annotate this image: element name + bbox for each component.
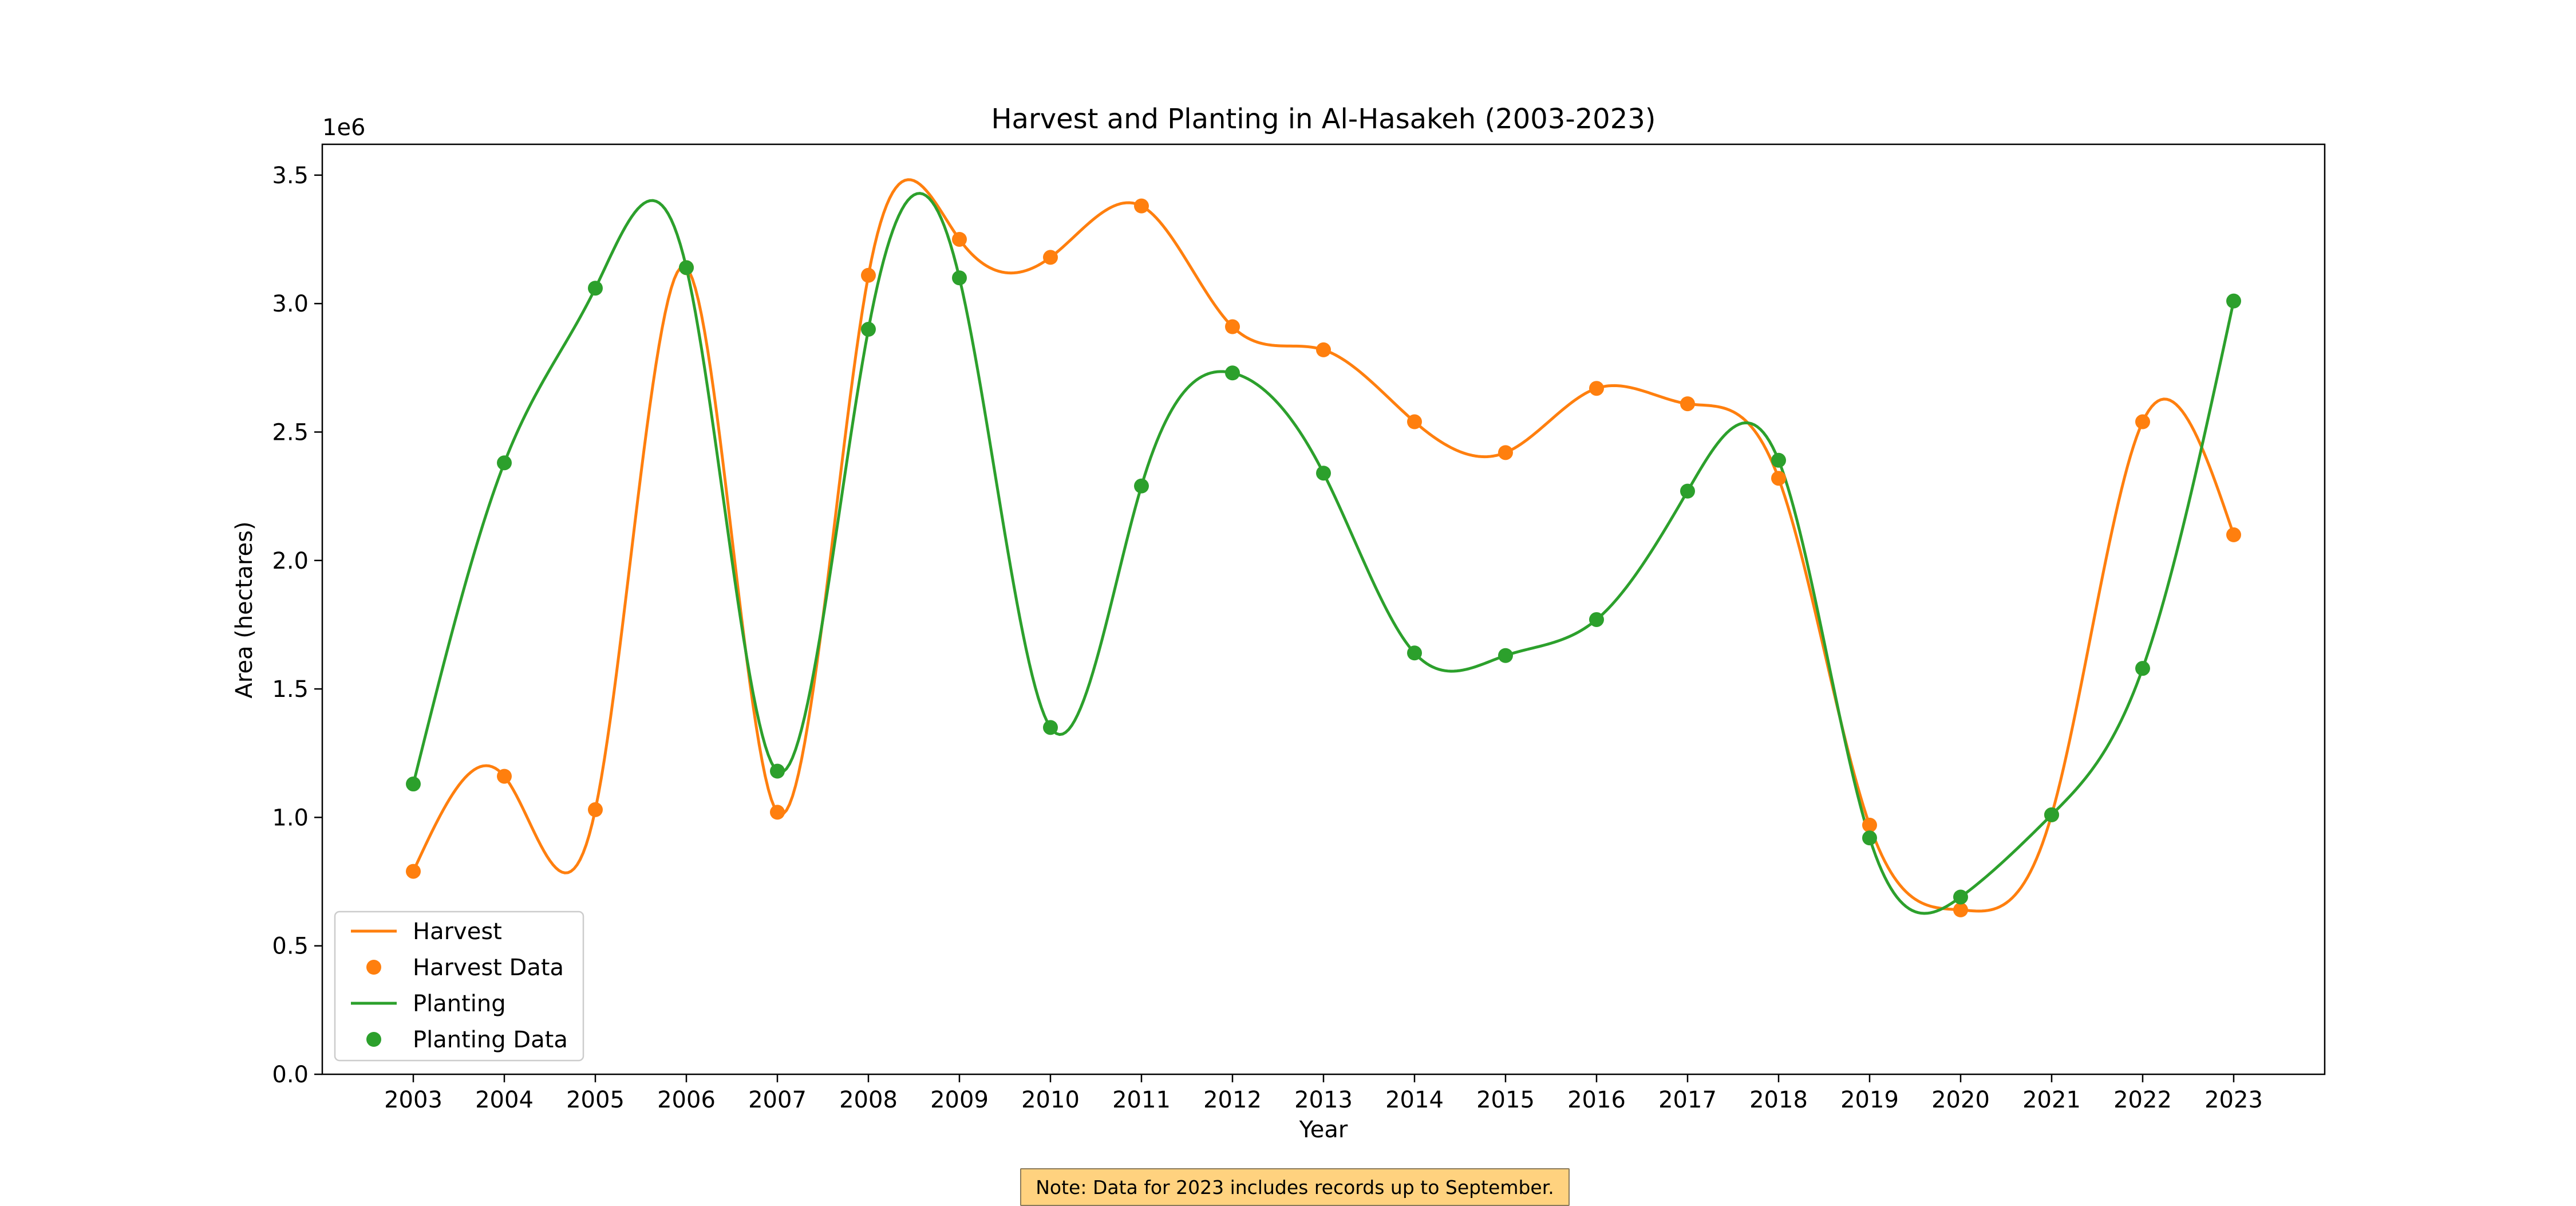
data-point-planting xyxy=(1589,612,1604,627)
y-axis-ticks: 0.0 0.5 1.0 1.5 2.0 2.5 3.0 3.5 xyxy=(272,163,322,1088)
legend-label: Harvest xyxy=(413,919,502,945)
footnote: Note: Data for 2023 includes records up … xyxy=(1020,1168,1570,1206)
x-tick-label: 2007 xyxy=(748,1087,807,1113)
data-point-planting xyxy=(861,322,876,337)
data-point-harvest xyxy=(2226,527,2241,542)
x-tick-label: 2010 xyxy=(1021,1087,1080,1113)
data-point-harvest xyxy=(1953,902,1968,917)
data-point-planting xyxy=(1316,466,1331,481)
data-point-planting xyxy=(2226,293,2241,309)
data-point-planting xyxy=(2135,661,2150,676)
x-tick-label: 2009 xyxy=(930,1087,989,1113)
y-tick-label: 3.0 xyxy=(272,291,309,317)
x-tick-label: 2016 xyxy=(1567,1087,1626,1113)
data-point-harvest xyxy=(1043,250,1058,265)
x-tick-label: 2015 xyxy=(1476,1087,1535,1113)
data-point-planting xyxy=(2044,807,2059,822)
data-point-planting xyxy=(1134,478,1149,494)
x-tick-label: 2022 xyxy=(2113,1087,2172,1113)
data-point-harvest xyxy=(952,231,967,247)
plot-points xyxy=(406,198,2241,917)
data-point-harvest xyxy=(861,267,876,283)
data-point-harvest xyxy=(2135,414,2150,429)
x-tick-label: 2011 xyxy=(1112,1087,1171,1113)
plot-frame xyxy=(321,143,2326,1075)
data-point-harvest xyxy=(770,805,785,820)
data-point-harvest xyxy=(1498,445,1513,460)
x-tick-label: 2014 xyxy=(1385,1087,1444,1113)
x-tick-label: 2006 xyxy=(657,1087,716,1113)
y-axis-label: Area (hectares) xyxy=(231,521,258,698)
x-tick-label: 2013 xyxy=(1294,1087,1353,1113)
x-tick-label: 2020 xyxy=(1931,1087,1990,1113)
data-point-harvest xyxy=(1134,198,1149,214)
data-point-planting xyxy=(1498,648,1513,663)
x-tick-label: 2019 xyxy=(1840,1087,1899,1113)
data-point-planting xyxy=(1043,720,1058,735)
legend-marker-swatch xyxy=(366,960,381,975)
x-tick-label: 2004 xyxy=(475,1087,534,1113)
x-tick-label: 2005 xyxy=(566,1087,625,1113)
x-tick-label: 2017 xyxy=(1658,1087,1717,1113)
data-point-harvest xyxy=(1316,342,1331,357)
legend-marker-swatch xyxy=(366,1032,381,1047)
y-tick-label: 1.5 xyxy=(272,676,309,703)
series-line-planting xyxy=(412,192,2235,915)
data-point-planting xyxy=(1407,645,1422,661)
data-point-harvest xyxy=(406,864,421,879)
y-tick-label: 2.0 xyxy=(272,548,309,574)
x-axis-label: Year xyxy=(1299,1117,1348,1143)
data-point-planting xyxy=(406,777,421,792)
x-tick-label: 2003 xyxy=(384,1087,442,1113)
data-point-harvest xyxy=(1407,414,1422,429)
data-point-harvest xyxy=(497,768,512,784)
plot-lines xyxy=(412,178,2235,915)
y-tick-label: 0.5 xyxy=(272,933,309,960)
data-point-planting xyxy=(770,763,785,779)
data-point-planting xyxy=(1953,889,1968,905)
data-point-planting xyxy=(952,270,967,286)
x-tick-label: 2012 xyxy=(1203,1087,1262,1113)
data-point-harvest xyxy=(1771,471,1786,486)
y-tick-label: 1.0 xyxy=(272,805,309,831)
y-tick-label: 3.5 xyxy=(272,163,309,189)
data-point-harvest xyxy=(1589,381,1604,396)
legend-label: Harvest Data xyxy=(413,955,564,981)
x-tick-label: 2023 xyxy=(2204,1087,2263,1113)
data-point-harvest xyxy=(1225,319,1240,334)
data-point-planting xyxy=(1771,452,1786,468)
y-tick-label: 0.0 xyxy=(272,1062,309,1088)
data-point-planting xyxy=(588,281,603,296)
y-tick-label: 2.5 xyxy=(272,419,309,446)
legend-label: Planting Data xyxy=(413,1027,568,1053)
chart-title: Harvest and Planting in Al-Hasakeh (2003… xyxy=(991,103,1656,135)
data-point-planting xyxy=(1225,365,1240,381)
x-axis-ticks: 2003 2004 2005 2006 2007 2008 2009 2010 2011 2012… xyxy=(384,1074,2263,1113)
data-point-planting xyxy=(1862,830,1877,846)
data-point-planting xyxy=(1680,483,1695,499)
legend: Harvest Harvest Data Planting Planting Data xyxy=(334,911,584,1062)
x-tick-label: 2018 xyxy=(1749,1087,1808,1113)
data-point-planting xyxy=(497,455,512,471)
data-point-harvest xyxy=(1862,817,1877,833)
x-tick-label: 2008 xyxy=(839,1087,898,1113)
series-line-harvest xyxy=(412,178,2235,913)
legend-label: Planting xyxy=(413,991,506,1017)
legend-box xyxy=(334,911,584,1062)
data-point-planting xyxy=(679,260,694,275)
y-offset-label: 1e6 xyxy=(322,115,366,141)
data-point-harvest xyxy=(1680,396,1695,412)
data-point-harvest xyxy=(588,802,603,817)
x-tick-label: 2021 xyxy=(2022,1087,2081,1113)
